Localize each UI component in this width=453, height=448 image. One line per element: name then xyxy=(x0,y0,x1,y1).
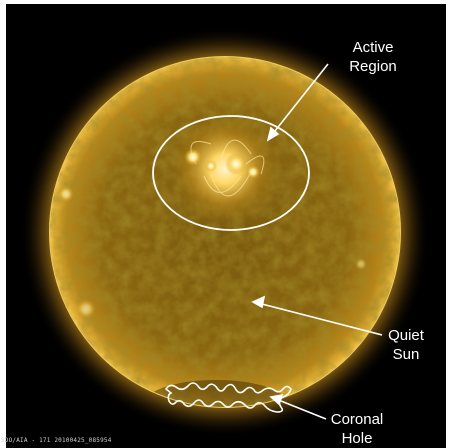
sun-image xyxy=(6,4,446,448)
coronal-hole-label: Coronal Hole xyxy=(330,411,384,447)
solar-image-frame: Active Region Quiet Sun Coronal Hole xyxy=(6,4,446,448)
active-region-label: Active Region xyxy=(349,39,397,75)
quiet-sun-label: Quiet Sun xyxy=(388,327,424,363)
image-caption: SDO/AIA - 171 20100425_085954 xyxy=(1,437,112,444)
